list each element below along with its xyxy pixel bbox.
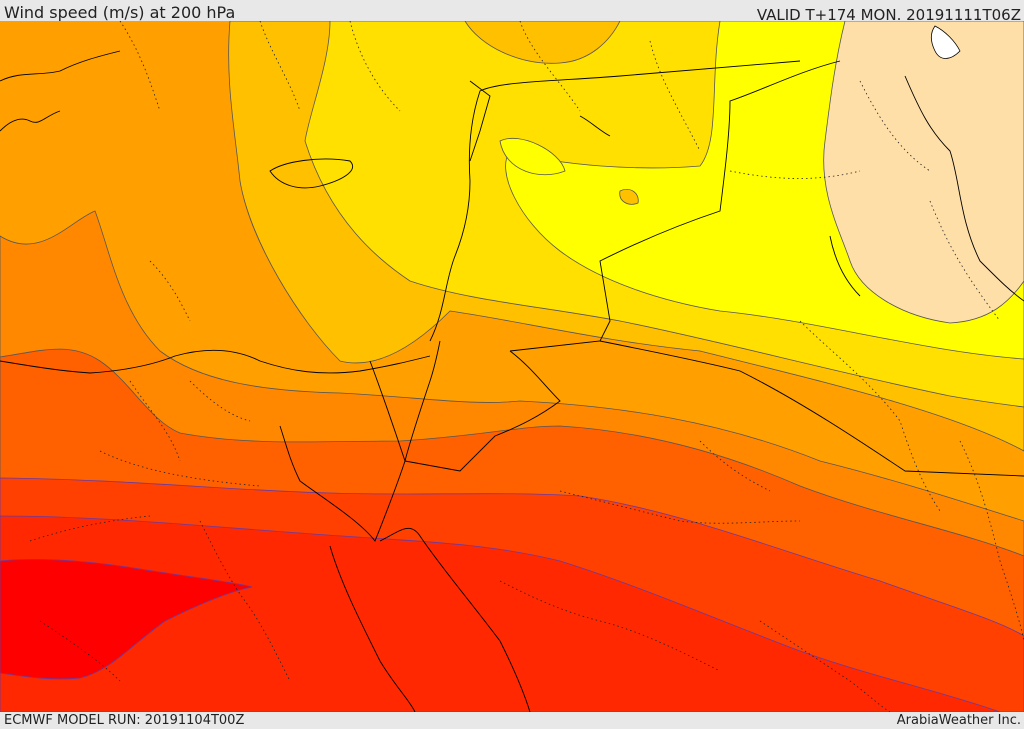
band-red-light xyxy=(0,515,1001,712)
map-header: Wind speed (m/s) at 200 hPa VALID T+174 … xyxy=(0,0,1024,24)
model-run-label: ECMWF MODEL RUN: 20191104T00Z xyxy=(4,713,245,728)
map-footer: ECMWF MODEL RUN: 20191104T00Z ArabiaWeat… xyxy=(0,712,1024,729)
pocket-yellow xyxy=(499,137,566,176)
map-title: Wind speed (m/s) at 200 hPa xyxy=(4,3,236,22)
lake-icon xyxy=(930,25,961,59)
pocket-amber-north xyxy=(464,21,621,64)
credit-label: ArabiaWeather Inc. xyxy=(896,713,1021,728)
pocket-amber xyxy=(619,188,639,205)
coastlines xyxy=(0,50,1024,712)
internal-borders xyxy=(29,21,1024,712)
wind-speed-map-svg xyxy=(0,21,1024,712)
wind-speed-map xyxy=(0,21,1024,712)
valid-time-label: VALID T+174 MON. 20191111T06Z xyxy=(756,6,1021,24)
band-red-core xyxy=(0,559,253,680)
